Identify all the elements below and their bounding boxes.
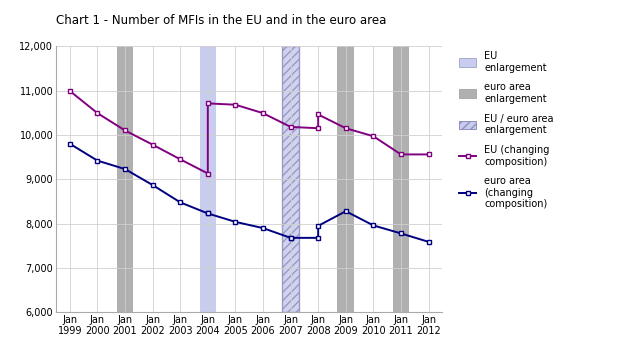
Bar — [199, 46, 216, 312]
Bar — [282, 46, 299, 312]
Bar — [392, 46, 409, 312]
Text: Chart 1 - Number of MFIs in the EU and in the euro area: Chart 1 - Number of MFIs in the EU and i… — [56, 14, 386, 27]
Legend: EU
enlargement, euro area
enlargement, EU / euro area
enlargement, EU (changing
: EU enlargement, euro area enlargement, E… — [459, 51, 554, 209]
Bar — [338, 46, 354, 312]
Bar — [117, 46, 133, 312]
